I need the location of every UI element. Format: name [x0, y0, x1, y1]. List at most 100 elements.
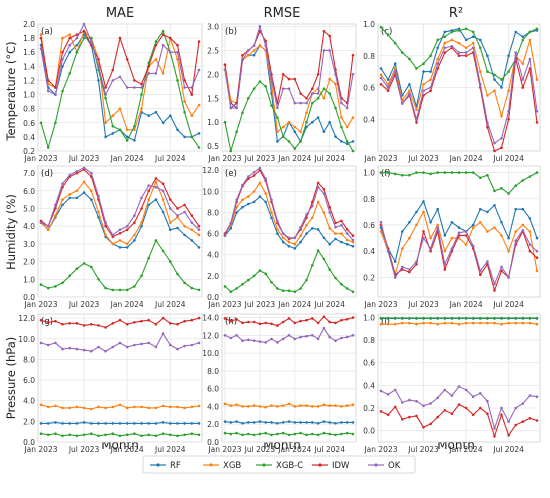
data-point: [351, 234, 355, 237]
y-tick-label: 1.5: [207, 94, 219, 103]
data-point: [457, 29, 461, 32]
data-point: [197, 288, 201, 292]
data-point: [450, 247, 454, 250]
data-point: [443, 41, 447, 45]
col-title-rmse: RMSE: [264, 6, 301, 21]
data-point: [133, 139, 136, 142]
data-point: [125, 422, 129, 425]
data-point: [486, 412, 489, 416]
data-point: [169, 221, 172, 224]
data-point: [471, 244, 475, 248]
data-point: [247, 278, 250, 282]
data-point: [334, 339, 337, 343]
data-point: [276, 130, 279, 134]
data-point: [401, 51, 404, 54]
data-point: [287, 402, 291, 406]
data-point: [311, 101, 314, 105]
data-point: [287, 433, 291, 437]
data-point: [305, 421, 308, 424]
data-point: [169, 50, 172, 54]
data-point: [183, 319, 186, 323]
data-point: [293, 77, 297, 81]
data-point: [311, 120, 314, 124]
data-point: [125, 86, 129, 89]
x-tick-label: Jan 2023: [23, 300, 57, 309]
data-point: [197, 132, 201, 135]
data-point: [75, 196, 79, 200]
data-point: [104, 233, 107, 237]
col-title-mae: MAE: [106, 6, 134, 21]
data-point: [408, 57, 411, 61]
data-point: [241, 405, 244, 408]
data-point: [252, 171, 256, 174]
data-point: [39, 121, 43, 125]
data-point: [393, 276, 397, 279]
data-point: [401, 418, 404, 421]
series-xgb-c: [39, 432, 201, 438]
data-point: [422, 70, 425, 73]
data-point: [340, 405, 343, 408]
x-tick-label: Jan 2024: [277, 154, 311, 163]
data-point: [443, 46, 447, 50]
data-point: [328, 49, 332, 52]
y-tick-label: 0.0: [207, 293, 219, 302]
data-point: [46, 224, 50, 228]
x-tick-label: Jan 2024: [110, 154, 144, 163]
data-point: [197, 433, 201, 437]
data-point: [111, 114, 115, 117]
y-tick-label: 0.8: [23, 105, 35, 114]
data-point: [287, 334, 291, 337]
data-point: [111, 288, 115, 292]
y-tick-label: 0.2: [363, 273, 375, 282]
data-point: [486, 173, 489, 177]
data-point: [125, 58, 129, 61]
data-point: [493, 204, 496, 207]
data-point: [258, 322, 262, 326]
data-point: [457, 385, 461, 388]
y-tick-label: 3.0: [23, 240, 35, 249]
data-point: [521, 38, 525, 42]
data-point: [299, 226, 302, 229]
data-point: [82, 22, 86, 26]
data-point: [514, 184, 517, 187]
data-point: [340, 125, 343, 129]
data-point: [183, 224, 186, 228]
data-point: [334, 73, 337, 76]
data-point: [415, 121, 418, 124]
data-point: [393, 62, 397, 65]
data-point: [75, 434, 79, 438]
data-point: [351, 240, 355, 244]
data-point: [241, 58, 244, 62]
data-point: [252, 87, 256, 90]
data-point: [493, 78, 496, 81]
y-tick-label: 0.4: [363, 115, 375, 124]
data-point: [235, 106, 238, 110]
data-point: [429, 321, 432, 325]
y-tick-label: 1.6: [23, 48, 35, 57]
data-point: [401, 173, 404, 177]
y-tick-label: 0.6: [363, 359, 375, 368]
data-point: [118, 246, 122, 249]
data-point: [241, 183, 244, 187]
data-point: [46, 343, 50, 347]
data-point: [328, 404, 332, 407]
x-tick-label: Jan 2024: [277, 300, 311, 309]
data-point: [322, 326, 326, 330]
data-point: [281, 135, 285, 138]
data-point: [457, 171, 461, 174]
data-point: [305, 125, 308, 129]
series-idw: [39, 29, 201, 97]
data-point: [276, 116, 279, 119]
data-point: [493, 427, 496, 430]
data-point: [264, 39, 268, 43]
data-point: [340, 101, 343, 105]
data-point: [61, 323, 64, 326]
data-point: [276, 287, 279, 290]
data-point: [118, 341, 122, 345]
data-point: [334, 226, 337, 229]
data-point: [125, 228, 129, 231]
panel-g: 0.0 2.0 4.0 6.0 8.0 10.0 12.0 Jan 2023 Jul 2023 J…: [18, 313, 203, 454]
data-point: [133, 214, 136, 217]
data-point: [486, 70, 489, 73]
data-point: [281, 87, 285, 90]
